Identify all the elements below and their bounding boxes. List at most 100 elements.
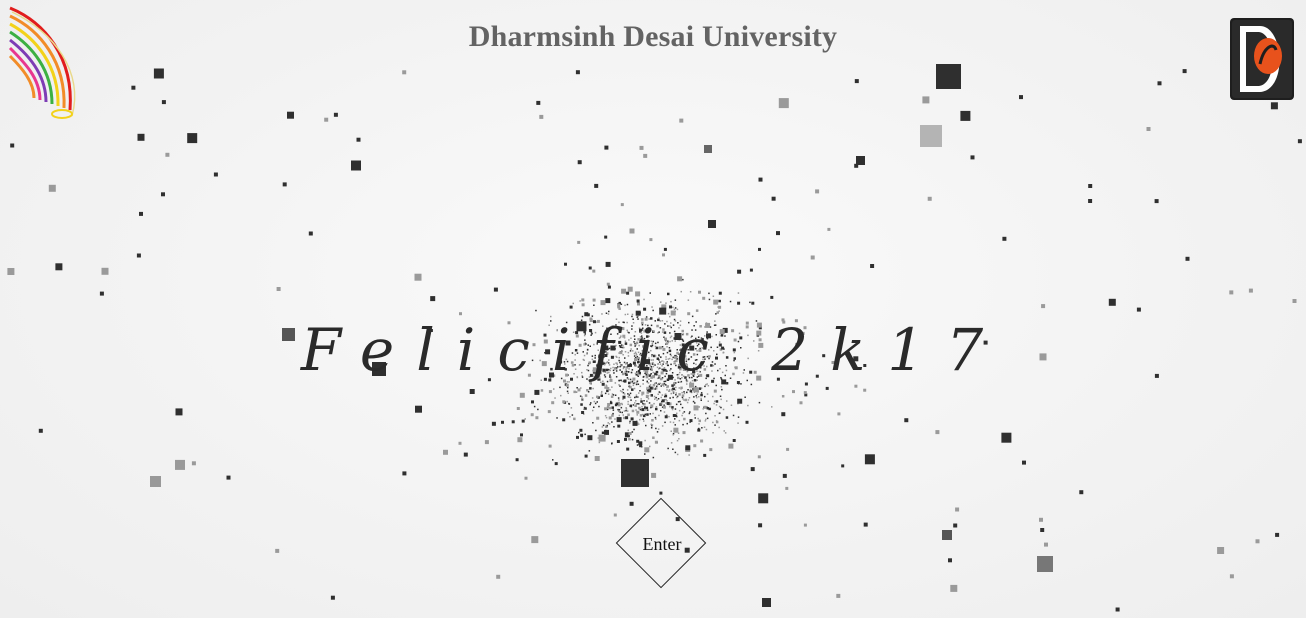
- particle: [617, 408, 619, 411]
- particle: [646, 352, 648, 354]
- particle: [613, 363, 615, 365]
- particle: [663, 367, 666, 369]
- particle: [699, 347, 701, 350]
- particle: [671, 389, 673, 391]
- particle: [666, 361, 668, 363]
- particle: [642, 402, 644, 405]
- particle: [647, 339, 649, 341]
- particle: [673, 362, 675, 365]
- particle: [628, 394, 631, 396]
- particle: [635, 291, 641, 297]
- particle: [619, 390, 622, 392]
- particle: [545, 349, 551, 355]
- particle: [531, 536, 539, 544]
- particle: [689, 388, 692, 391]
- particle: [720, 406, 722, 409]
- particle: [605, 312, 608, 314]
- particle: [640, 400, 643, 403]
- particle: [618, 337, 621, 339]
- particle: [1044, 542, 1048, 547]
- particle: [781, 395, 785, 398]
- enter-button[interactable]: Enter: [615, 497, 708, 590]
- particle: [681, 394, 685, 397]
- particle: [590, 334, 592, 336]
- particle: [562, 400, 566, 404]
- particle: [650, 406, 652, 409]
- particle: [737, 416, 740, 418]
- particle: [625, 342, 627, 344]
- particle: [771, 406, 773, 408]
- particle: [696, 342, 698, 344]
- particle: [611, 325, 615, 329]
- particle: [936, 64, 961, 89]
- particle: [608, 371, 610, 374]
- particle: [762, 598, 771, 607]
- particle: [706, 365, 708, 368]
- particle: [663, 247, 667, 251]
- particle: [356, 137, 361, 142]
- particle: [600, 392, 603, 394]
- particle: [702, 296, 706, 300]
- particle: [713, 377, 715, 380]
- particle: [674, 299, 677, 301]
- particle: [150, 476, 161, 487]
- particle: [676, 395, 679, 398]
- particle: [672, 448, 674, 450]
- particle: [649, 391, 651, 393]
- particle: [737, 269, 742, 274]
- particle: [685, 380, 688, 383]
- particle: [757, 455, 761, 459]
- particle: [691, 315, 694, 318]
- particle: [679, 400, 681, 403]
- particle: [708, 349, 710, 351]
- particle: [603, 362, 605, 364]
- particle: [581, 298, 585, 302]
- particle: [758, 342, 764, 348]
- particle: [493, 287, 498, 292]
- particle: [732, 348, 736, 352]
- particle: [586, 378, 588, 380]
- particle: [624, 437, 627, 441]
- particle: [622, 392, 625, 394]
- particle: [629, 420, 631, 423]
- particle: [641, 335, 643, 337]
- particle: [665, 356, 667, 358]
- particle: [617, 401, 621, 405]
- particle: [671, 340, 673, 342]
- particle: [692, 372, 696, 376]
- particle: [593, 304, 595, 306]
- particle: [584, 342, 587, 344]
- particle: [550, 315, 552, 318]
- particle: [758, 177, 763, 182]
- particle: [643, 329, 647, 333]
- particle: [576, 352, 579, 354]
- particle: [565, 373, 569, 377]
- particle: [667, 374, 673, 380]
- particle: [645, 375, 649, 379]
- particle: [654, 342, 657, 345]
- particle: [592, 367, 598, 373]
- particle: [685, 360, 688, 362]
- particle: [656, 399, 658, 401]
- particle: [706, 331, 708, 333]
- particle: [666, 351, 669, 354]
- particle: [629, 501, 634, 506]
- particle: [671, 358, 673, 361]
- particle: [679, 381, 682, 383]
- particle: [589, 387, 592, 390]
- particle: [827, 227, 831, 231]
- particle: [781, 318, 785, 322]
- particle: [920, 125, 942, 147]
- particle: [226, 475, 231, 480]
- particle: [634, 351, 637, 354]
- particle: [655, 427, 657, 430]
- particle: [615, 362, 617, 364]
- particle: [593, 406, 595, 408]
- particle: [543, 377, 547, 381]
- particle: [594, 357, 596, 359]
- particle: [634, 372, 637, 375]
- particle: [469, 389, 475, 394]
- particle: [626, 389, 629, 391]
- particle: [753, 340, 755, 342]
- particle: [713, 299, 719, 305]
